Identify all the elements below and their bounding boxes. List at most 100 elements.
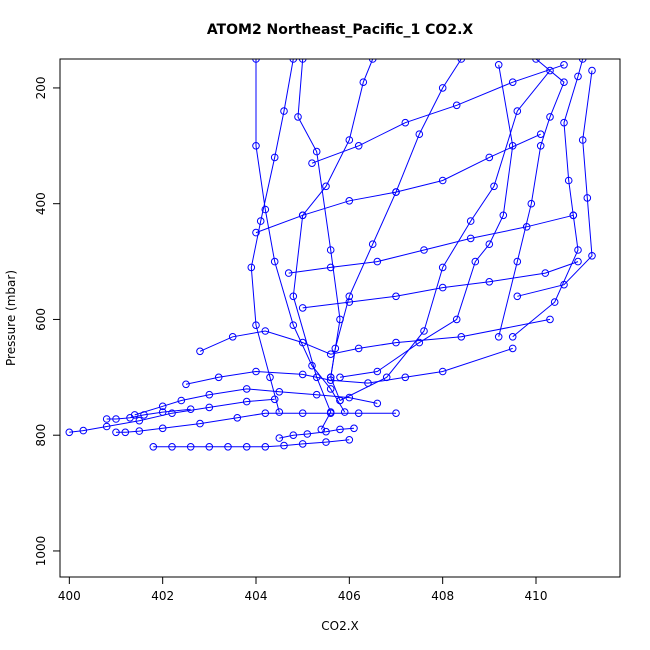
data-point — [522, 223, 531, 231]
data-point — [182, 380, 190, 389]
data-point — [298, 440, 307, 448]
data-point — [345, 197, 354, 205]
data-point — [275, 408, 284, 416]
series-4 — [326, 59, 466, 382]
series-11 — [196, 315, 554, 359]
y-tick-label: 1000 — [34, 536, 48, 567]
data-point — [298, 304, 307, 312]
data-point — [158, 424, 167, 433]
data-point — [135, 427, 144, 435]
series-line — [302, 261, 579, 309]
data-point — [205, 390, 214, 399]
data-point — [420, 246, 428, 254]
data-point — [415, 338, 424, 347]
data-point — [345, 436, 354, 444]
data-point — [536, 130, 545, 138]
data-point — [126, 414, 134, 422]
data-point — [373, 367, 382, 376]
series-line — [106, 408, 191, 420]
data-point — [401, 118, 410, 127]
data-point — [438, 84, 447, 92]
data-point — [326, 263, 335, 272]
series-line — [255, 59, 346, 413]
data-point — [303, 430, 312, 438]
data-point — [298, 211, 307, 220]
data-point — [560, 61, 568, 69]
x-axis: 400 402 404 406 408 410 — [58, 577, 547, 603]
data-point — [588, 66, 596, 75]
data-point — [345, 298, 354, 306]
data-point — [373, 399, 382, 408]
data-point — [261, 205, 270, 214]
data-point — [270, 153, 279, 162]
data-point — [158, 408, 167, 416]
data-point — [560, 78, 568, 86]
data-point — [438, 263, 447, 272]
data-point — [326, 385, 335, 393]
data-point — [354, 344, 363, 353]
data-point — [336, 425, 344, 434]
data-point — [252, 321, 260, 330]
data-point — [121, 428, 130, 437]
series-14 — [65, 395, 279, 437]
x-tick-label: 408 — [431, 589, 454, 603]
data-point — [205, 443, 214, 451]
data-point — [242, 397, 251, 406]
series-line — [116, 412, 396, 433]
data-point — [527, 199, 536, 208]
data-point — [550, 298, 559, 306]
data-point — [168, 409, 176, 418]
data-point — [560, 118, 568, 127]
data-point — [485, 278, 494, 286]
data-point — [247, 263, 256, 272]
data-point — [574, 246, 582, 254]
data-point — [494, 333, 503, 341]
data-point — [284, 269, 293, 277]
data-point — [205, 403, 214, 412]
data-point — [340, 408, 349, 416]
data-point — [494, 61, 503, 69]
data-point — [452, 101, 461, 110]
data-point — [364, 379, 372, 387]
data-point — [186, 405, 195, 414]
data-point — [270, 395, 279, 404]
data-point — [546, 315, 554, 324]
data-point — [354, 142, 363, 150]
data-point — [168, 443, 176, 451]
data-point — [308, 159, 316, 167]
series-7 — [289, 59, 377, 434]
series-line — [69, 398, 275, 433]
data-point — [499, 211, 508, 220]
data-point — [252, 228, 260, 237]
data-point — [242, 385, 251, 393]
series-1 — [494, 59, 568, 341]
data-point — [350, 424, 358, 433]
data-point — [508, 333, 517, 341]
data-point — [420, 327, 428, 335]
data-point — [289, 321, 298, 330]
data-point — [392, 292, 400, 301]
data-point — [368, 240, 377, 248]
data-point — [392, 188, 400, 196]
series-18 — [149, 436, 354, 451]
data-point — [373, 257, 382, 266]
series-line — [279, 427, 355, 439]
data-point — [214, 373, 223, 382]
data-point — [438, 176, 447, 185]
series-line — [134, 388, 378, 416]
data-point — [135, 416, 144, 425]
series-2 — [513, 66, 596, 301]
x-tick-label: 402 — [151, 589, 174, 603]
x-tick-label: 406 — [338, 589, 361, 603]
y-tick-label: 200 — [34, 76, 48, 99]
x-tick-label: 404 — [245, 589, 268, 603]
data-point — [546, 113, 554, 121]
data-point — [345, 292, 354, 301]
data-point — [112, 415, 120, 423]
data-point — [275, 434, 284, 442]
data-point — [392, 338, 400, 347]
data-point — [466, 217, 475, 225]
series-9 — [252, 59, 349, 416]
series-13 — [130, 385, 382, 419]
data-point — [275, 388, 284, 396]
